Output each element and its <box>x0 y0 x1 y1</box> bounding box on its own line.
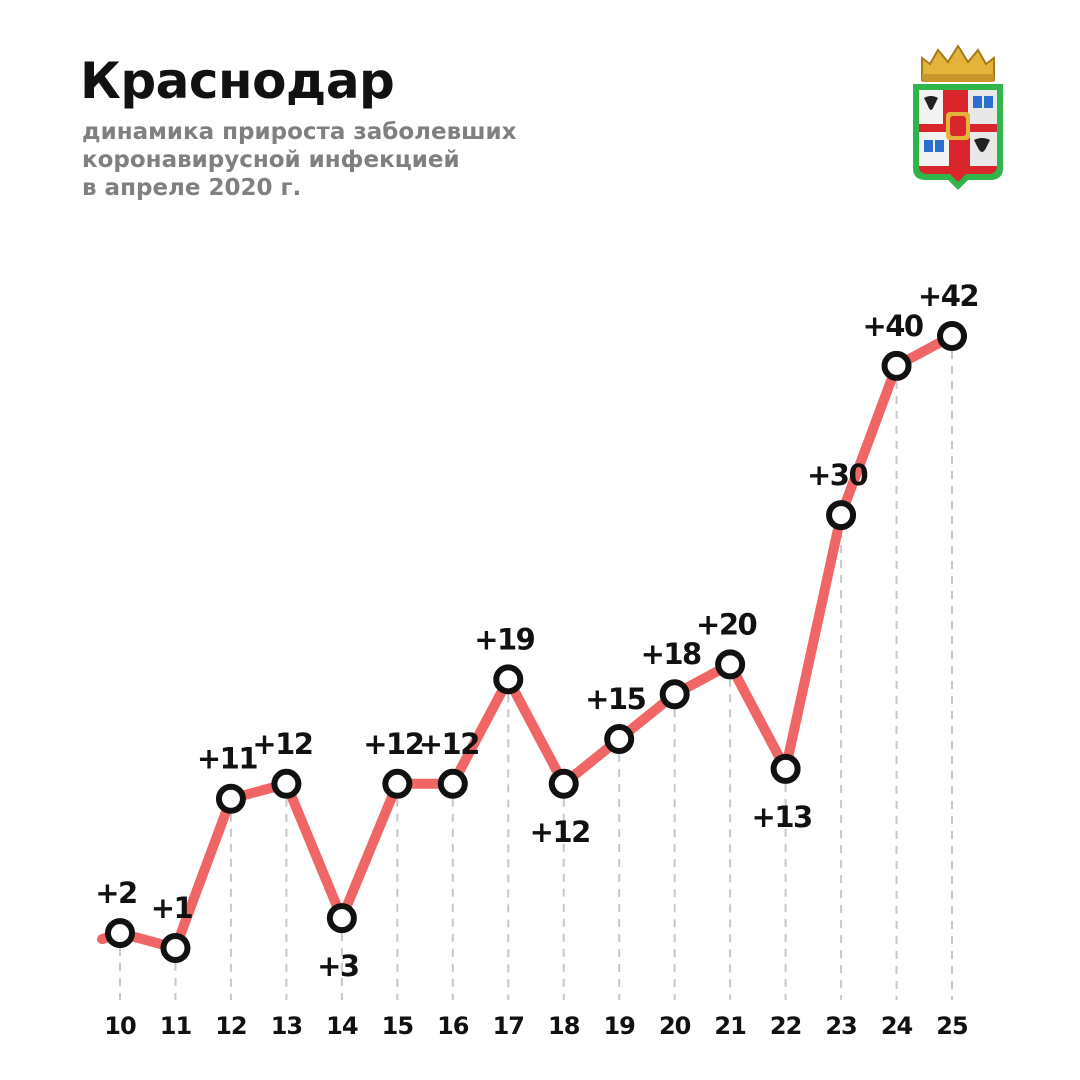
x-tick-label: 19 <box>603 1012 635 1040</box>
x-tick-label: 16 <box>437 1012 469 1040</box>
x-tick-label: 10 <box>104 1012 136 1040</box>
gridlines <box>119 336 953 1000</box>
data-point <box>215 783 246 814</box>
value-label: +13 <box>752 800 812 834</box>
x-tick-label: 13 <box>271 1012 302 1040</box>
data-point <box>160 933 191 963</box>
value-label: +18 <box>641 637 701 671</box>
x-tick-label: 17 <box>493 1012 524 1040</box>
data-point <box>826 500 857 531</box>
value-label: +20 <box>696 607 756 641</box>
data-point <box>881 350 912 381</box>
value-label: +30 <box>807 458 867 492</box>
value-label: +12 <box>252 727 312 761</box>
value-label: +12 <box>419 727 479 761</box>
x-tick-label: 12 <box>215 1012 246 1040</box>
chart-title: Краснодар <box>80 52 395 110</box>
data-markers <box>105 321 967 963</box>
subtitle-line-1: динамика прироста заболевших <box>82 119 517 145</box>
x-tick-label: 20 <box>659 1012 691 1040</box>
chart-subtitle: динамика прироста заболевших коронавирус… <box>82 118 517 202</box>
x-tick-label: 14 <box>326 1012 358 1040</box>
data-point <box>659 679 690 710</box>
value-label: +40 <box>862 309 922 343</box>
subtitle-line-3: в апреле 2020 г. <box>82 175 302 201</box>
data-point <box>770 753 801 784</box>
value-label: +12 <box>530 815 590 849</box>
x-tick-label: 25 <box>936 1012 968 1040</box>
data-point <box>105 918 135 949</box>
value-label: +12 <box>363 727 423 761</box>
x-tick-label: 22 <box>770 1012 801 1040</box>
x-tick-label: 21 <box>714 1012 746 1040</box>
value-label: +2 <box>95 876 136 910</box>
data-point <box>271 768 302 799</box>
value-label: +1 <box>151 891 193 925</box>
data-point <box>937 321 967 351</box>
subtitle-line-2: коронавирусной инфекцией <box>82 147 460 173</box>
value-label: +3 <box>317 949 358 983</box>
x-axis-tick-labels: 10 11 12 13 14 15 16 17 18 19 20 21 22 23 24 25 <box>104 1012 969 1040</box>
data-point <box>326 903 357 934</box>
x-tick-label: 23 <box>825 1012 856 1040</box>
x-tick-label: 15 <box>382 1012 414 1040</box>
value-labels: +2 +1+11+12+3+12+12+19+12+15+18+20+13+30+… <box>95 279 979 983</box>
data-point <box>437 768 468 799</box>
value-label: +42 <box>918 279 978 313</box>
data-point <box>548 768 579 799</box>
data-point <box>604 724 635 755</box>
data-point <box>493 664 524 695</box>
data-point <box>382 768 413 799</box>
krasnodar-coat-of-arms-icon <box>913 44 1003 190</box>
x-tick-label: 24 <box>881 1012 913 1040</box>
value-label: +15 <box>585 682 645 716</box>
x-tick-label: 18 <box>548 1012 580 1040</box>
value-label: +19 <box>474 622 534 656</box>
x-tick-label: 11 <box>160 1012 192 1040</box>
data-point <box>715 649 746 680</box>
value-label: +11 <box>197 742 257 776</box>
